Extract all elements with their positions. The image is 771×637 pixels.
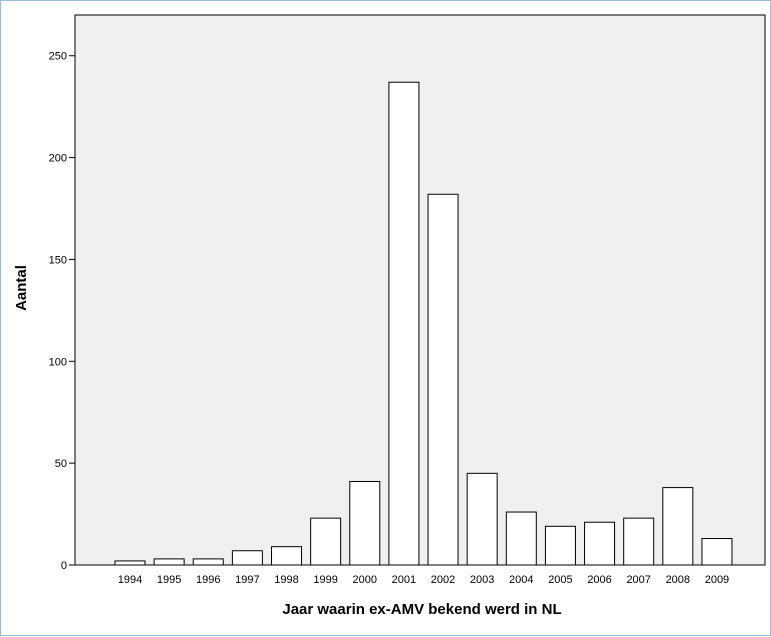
plot-area	[74, 14, 766, 566]
bar-1995	[153, 558, 185, 566]
bar-2002	[427, 193, 459, 566]
bar-2005	[544, 525, 576, 566]
x-tick-label: 2009	[705, 574, 729, 586]
x-tick-label: 2006	[587, 574, 611, 586]
bars	[114, 81, 733, 566]
bar-1997	[231, 550, 263, 566]
x-tick-label: 2005	[548, 574, 572, 586]
x-tick-label: 1995	[157, 574, 181, 586]
y-tick-label: 200	[49, 153, 67, 165]
bar-2008	[662, 487, 694, 566]
x-tick-label: 1999	[313, 574, 337, 586]
x-tick-label: 1996	[196, 574, 220, 586]
y-tick-label: 0	[61, 560, 67, 572]
x-tick-label: 2007	[626, 574, 650, 586]
y-tick-label: 100	[49, 356, 67, 368]
x-tick-label: 2008	[666, 574, 690, 586]
bar-2006	[584, 521, 616, 566]
bar-1999	[310, 517, 342, 566]
x-tick-label: 1998	[274, 574, 298, 586]
x-tick-label: 2000	[353, 574, 377, 586]
x-tick-label: 2002	[431, 574, 455, 586]
bar-2007	[623, 517, 655, 566]
bar-1998	[271, 546, 303, 566]
y-tick-label: 250	[49, 51, 67, 63]
x-axis-title: Jaar waarin ex-AMV bekend werd in NL	[282, 601, 561, 618]
x-tick-label: 1994	[118, 574, 142, 586]
x-tick-label: 2003	[470, 574, 494, 586]
x-tick-label: 1997	[235, 574, 259, 586]
bar-2004	[505, 511, 537, 566]
x-tick-label: 2001	[392, 574, 416, 586]
y-axis-title: Aantal	[13, 265, 30, 311]
bar-2000	[349, 480, 381, 566]
y-tick-label: 50	[55, 458, 67, 470]
bar-2009	[701, 538, 733, 566]
y-axis: 0 50 100 150 200 250	[49, 51, 75, 572]
bar-1996	[192, 558, 224, 566]
x-axis-tick-labels: 1994 1995 1996 1997 1998 1999 2000 2001 2002 2003…	[118, 574, 729, 586]
x-tick-label: 2004	[509, 574, 533, 586]
bar-1994	[114, 560, 146, 566]
y-tick-label: 150	[49, 254, 67, 266]
bar-2001	[388, 81, 420, 566]
bar-2003	[466, 472, 498, 566]
